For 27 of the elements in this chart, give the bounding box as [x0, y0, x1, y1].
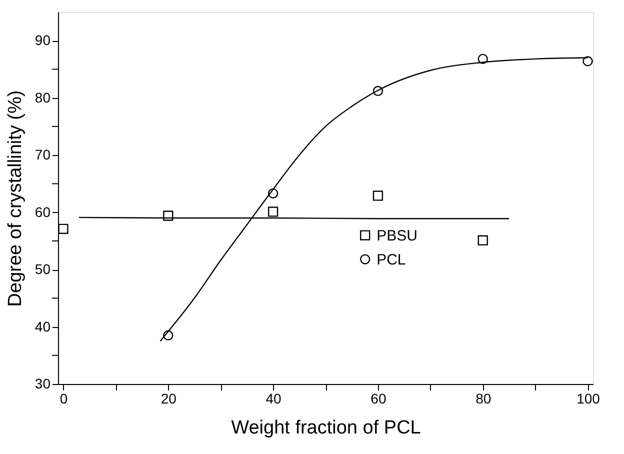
point [478, 235, 488, 246]
point [58, 224, 68, 234]
legend-label: PBSU [376, 227, 418, 244]
x-tick-label: 40 [266, 390, 282, 406]
x-tick-label: 80 [476, 390, 492, 406]
y-axis-title: Degree of crystallinity (%) [4, 90, 26, 307]
point [163, 330, 174, 340]
point [478, 54, 488, 64]
point [582, 56, 593, 66]
y-tick-label: 90 [34, 32, 51, 48]
x-axis-title: Weight fraction of PCL [231, 418, 421, 438]
point [268, 206, 278, 217]
legend-label: PCL [376, 251, 406, 268]
point [268, 188, 278, 198]
y-tick-label: 80 [34, 89, 51, 106]
y-tick-label: 50 [34, 261, 51, 278]
x-tick-label: 100 [576, 390, 600, 406]
point [163, 210, 174, 221]
point [372, 86, 384, 96]
x-tick-label: 20 [160, 390, 177, 406]
y-tick-label: 60 [34, 204, 51, 220]
x-tick-label: 0 [60, 390, 68, 406]
point [372, 190, 384, 201]
y-tick-label: 70 [34, 146, 51, 163]
x-tick-label: 60 [370, 390, 386, 406]
y-tick-label: 40 [34, 318, 51, 334]
y-tick-label: 30 [34, 376, 51, 392]
